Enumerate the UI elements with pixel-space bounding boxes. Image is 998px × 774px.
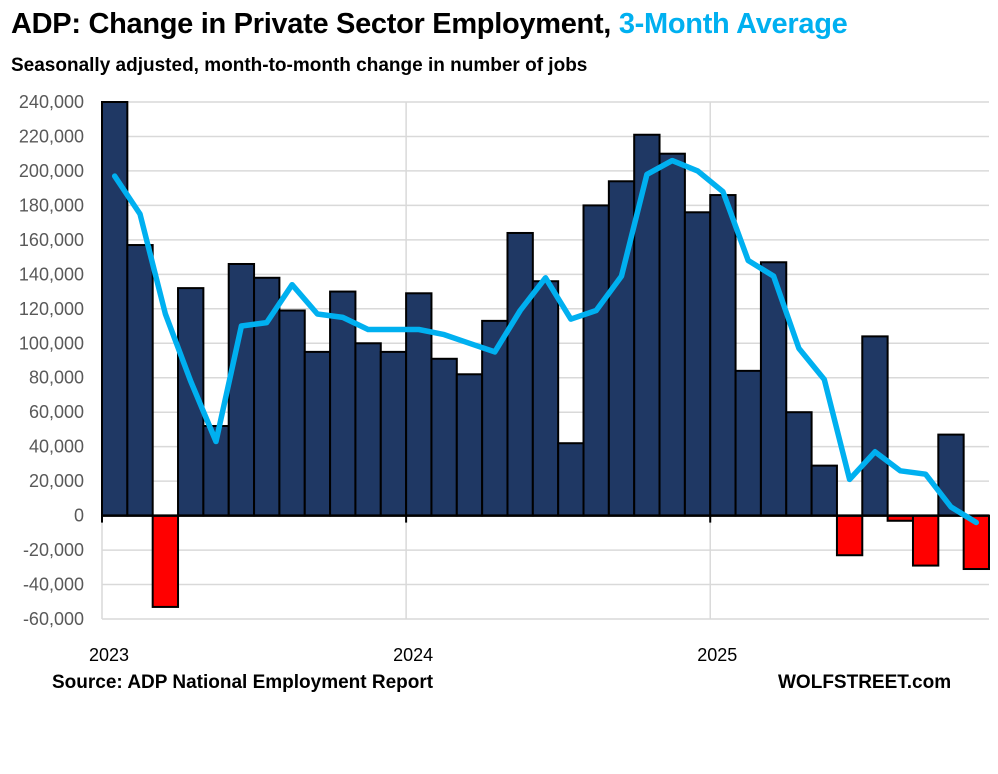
bar-2025-09 <box>911 514 940 567</box>
x-axis-ticks: 2023 2024 2025 <box>89 645 737 665</box>
x-tick-label-2025: 2025 <box>697 645 737 665</box>
y-tick-label: 100,000 <box>19 333 84 353</box>
bar-2023-03 <box>151 514 180 608</box>
bar-2025-10 <box>937 433 965 517</box>
bar-2023-02 <box>126 244 154 517</box>
chart-title-main: ADP: Change in Private Sector Employment… <box>11 8 612 40</box>
bar-2024-12 <box>683 211 712 517</box>
y-tick-label: 160,000 <box>19 230 84 250</box>
y-tick-label: 220,000 <box>19 126 84 146</box>
y-tick-label: 40,000 <box>29 437 84 457</box>
y-tick-label: 20,000 <box>29 471 84 491</box>
y-tick-label: 140,000 <box>19 264 84 284</box>
y-tick-label: 180,000 <box>19 195 84 215</box>
bar-2024-11 <box>658 152 686 517</box>
y-tick-label: 60,000 <box>29 402 84 422</box>
y-tick-label: 120,000 <box>19 299 84 319</box>
y-axis-ticks: 240,000 220,000 200,000 180,000 160,000 140,0… <box>19 92 84 629</box>
y-tick-label: -40,000 <box>23 575 84 595</box>
bar-2023-06 <box>227 262 256 517</box>
bar-series <box>101 101 991 608</box>
y-tick-label: 0 <box>74 506 84 526</box>
bar-2025-05 <box>810 464 838 517</box>
bar-2024-10 <box>633 133 661 517</box>
bar-2024-02 <box>430 357 458 517</box>
bar-2023-11 <box>354 342 382 517</box>
bar-2024-05 <box>506 231 534 517</box>
three-month-average-line <box>111 157 980 526</box>
bar-2025-06 <box>835 514 864 557</box>
bar-2023-01 <box>101 101 129 517</box>
chart-title: ADP: Change in Private Sector Employment… <box>11 8 848 41</box>
bar-2023-12 <box>379 350 408 517</box>
y-tick-label: -20,000 <box>23 540 84 560</box>
chart-title-accent: 3-Month Average <box>618 8 848 40</box>
y-tick-label: 240,000 <box>19 92 84 112</box>
bar-2025-07 <box>861 335 889 517</box>
bar-2023-10 <box>329 290 357 517</box>
bar-2024-01 <box>405 292 433 517</box>
bar-2024-06 <box>531 280 560 517</box>
bar-2025-01 <box>709 194 737 517</box>
chart-subtitle: Seasonally adjusted, month-to-month chan… <box>11 55 588 76</box>
y-tick-label: 80,000 <box>29 368 84 388</box>
brand-label: WOLFSTREET.com <box>778 672 952 693</box>
bar-2023-07 <box>253 276 281 517</box>
x-axis <box>101 514 989 523</box>
bar-2023-09 <box>303 350 332 517</box>
x-tick-label-2024: 2024 <box>393 645 433 665</box>
y-tick-label: 200,000 <box>19 161 84 181</box>
bar-2023-05 <box>202 424 230 517</box>
x-tick-label-2023: 2023 <box>89 645 129 665</box>
bar-2024-07 <box>557 442 585 517</box>
line-series <box>111 157 980 526</box>
bar-2025-04 <box>785 411 813 517</box>
bar-2025-02 <box>734 369 762 517</box>
y-tick-label: -60,000 <box>23 609 84 629</box>
source-note: Source: ADP National Employment Report <box>52 672 434 693</box>
bar-2024-08 <box>582 204 610 517</box>
bar-2024-03 <box>455 373 484 517</box>
bar-2023-08 <box>278 309 306 517</box>
